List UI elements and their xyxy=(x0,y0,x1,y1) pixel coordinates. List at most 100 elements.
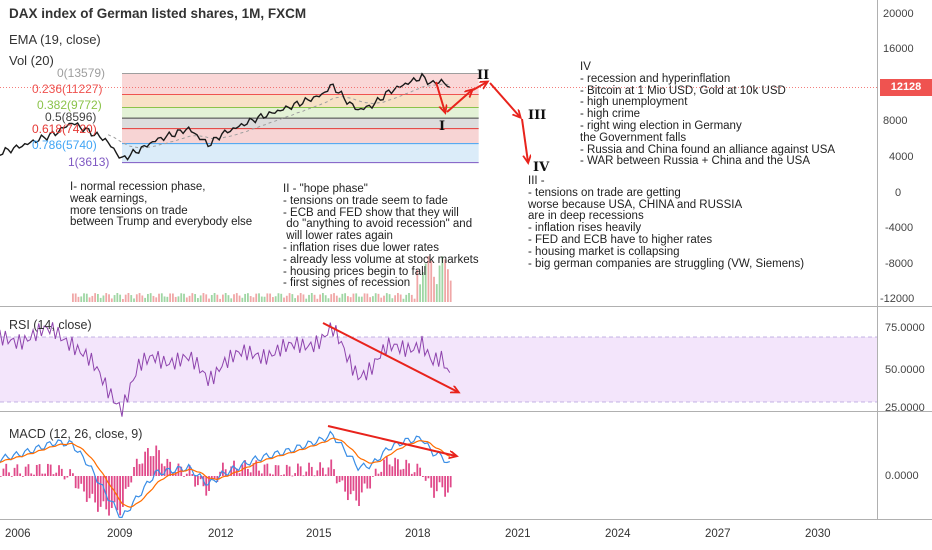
macd-histogram-bar xyxy=(183,476,185,477)
volume-bar xyxy=(235,293,238,302)
macd-trend-arrow[interactable] xyxy=(327,425,456,456)
volume-bar xyxy=(447,269,449,302)
wave-arrow-i[interactable] xyxy=(435,81,445,112)
macd-histogram-bar xyxy=(138,464,141,476)
volume-bar xyxy=(105,293,108,302)
volume-bar xyxy=(135,294,138,302)
volume-bar xyxy=(133,298,135,302)
macd-histogram-bar xyxy=(199,476,202,480)
macd-histogram-bar xyxy=(388,464,391,476)
macd-histogram-bar xyxy=(224,469,227,476)
volume-legend: Vol (20) xyxy=(9,53,54,68)
volume-bar xyxy=(247,293,249,302)
macd-histogram-bar xyxy=(344,476,347,492)
macd-histogram-bar xyxy=(135,458,138,476)
volume-bar xyxy=(369,297,372,302)
volume-bar xyxy=(416,269,419,302)
volume-bar xyxy=(219,298,222,302)
macd-histogram-bar xyxy=(410,473,413,476)
macd-histogram-bar xyxy=(116,476,119,511)
volume-bar xyxy=(291,294,294,302)
fib-label-0786: 0.786(5740) xyxy=(32,138,97,152)
volume-bar xyxy=(322,293,324,302)
wave-drawings[interactable] xyxy=(322,81,528,456)
wave-arrow-iv[interactable] xyxy=(521,118,528,162)
note-phase-3[interactable]: III - - tensions on trade are getting wo… xyxy=(528,175,805,270)
fib-label-0236: 0.236(11227) xyxy=(32,82,103,96)
macd-histogram-bar xyxy=(119,476,122,516)
macd-histogram-bar xyxy=(213,476,216,480)
macd-histogram-bar xyxy=(280,475,283,476)
macd-histogram-bar xyxy=(338,476,341,483)
macd-histogram-bar xyxy=(41,473,44,476)
volume-bar xyxy=(252,297,255,302)
macd-histogram-bar xyxy=(266,463,269,476)
macd-histogram-bar xyxy=(447,476,449,493)
fib-label-0618: 0.618(7420) xyxy=(32,122,97,136)
fib-zone xyxy=(122,94,479,108)
wave-arrow-b[interactable] xyxy=(472,82,487,91)
macd-histogram-bar xyxy=(427,476,430,479)
macd-histogram-bar xyxy=(435,476,438,492)
volume-bar xyxy=(166,296,169,302)
wave-arrow-iii[interactable] xyxy=(489,82,520,117)
volume-bar xyxy=(383,295,385,302)
macd-histogram-bar xyxy=(185,473,188,476)
volume-bar xyxy=(210,294,213,302)
macd-histogram-bar xyxy=(158,450,160,476)
macd-histogram-bar xyxy=(324,474,327,476)
time-tick: 2021 xyxy=(505,528,531,540)
volume-bar xyxy=(205,294,208,302)
volume-bar xyxy=(183,293,185,302)
volume-bar xyxy=(138,293,141,302)
macd-histogram-bar xyxy=(305,471,308,476)
note-phase-4[interactable]: IV - recession and hyperinflation - Bitc… xyxy=(580,61,836,168)
volume-bar xyxy=(222,294,224,302)
macd-histogram-bar xyxy=(155,445,158,476)
macd-histogram-bar xyxy=(330,459,333,476)
macd-histogram-bar xyxy=(69,469,72,476)
ema-line xyxy=(107,83,450,149)
volume-bar xyxy=(438,265,441,302)
volume-bar xyxy=(388,294,391,302)
macd-histogram-bar xyxy=(72,473,74,476)
fib-label-0382: 0.382(9772) xyxy=(37,98,102,112)
volume-bar xyxy=(435,284,438,302)
volume-bar xyxy=(208,298,210,302)
macd-histogram-bar xyxy=(291,475,294,477)
macd-histogram-bar xyxy=(35,464,38,476)
note-phase-1[interactable]: I- normal recession phase, weak earnings… xyxy=(70,181,253,229)
macd-histogram-bar xyxy=(438,476,441,483)
volume-bar xyxy=(127,293,130,302)
wave-arrow-a[interactable] xyxy=(446,90,472,113)
macd-histogram-bar xyxy=(444,476,447,497)
macd-histogram-bar xyxy=(322,467,324,476)
volume-bar xyxy=(185,297,188,302)
fibonacci-retracement[interactable] xyxy=(122,72,479,164)
volume-bar xyxy=(410,294,413,302)
time-tick: 2018 xyxy=(405,528,431,540)
volume-bar xyxy=(180,293,183,302)
volume-bar xyxy=(233,294,235,302)
macd-signal-line xyxy=(0,437,451,508)
macd-title: MACD (12, 26, close, 9) xyxy=(9,427,143,441)
rsi-trend-arrow[interactable] xyxy=(322,322,458,392)
macd-histogram-bar xyxy=(83,476,85,492)
volume-bar xyxy=(344,293,347,302)
volume-bar xyxy=(160,293,163,302)
volume-bar xyxy=(188,295,191,302)
note-phase-2[interactable]: II - "hope phase" - tensions on trade se… xyxy=(283,183,479,290)
volume-bar xyxy=(397,293,399,302)
volume-bar xyxy=(427,256,430,302)
macd-histogram-bar xyxy=(66,476,69,478)
volume-bar xyxy=(238,295,241,302)
macd-histogram-bar xyxy=(222,462,224,476)
volume-bar xyxy=(230,298,233,302)
macd-histogram-bar xyxy=(149,456,152,476)
macd-histogram-bar xyxy=(74,476,77,489)
volume-bar xyxy=(85,293,88,302)
price-tick: 0 xyxy=(895,187,902,199)
volume-bar xyxy=(202,293,205,302)
macd-histogram-bar xyxy=(433,476,435,498)
